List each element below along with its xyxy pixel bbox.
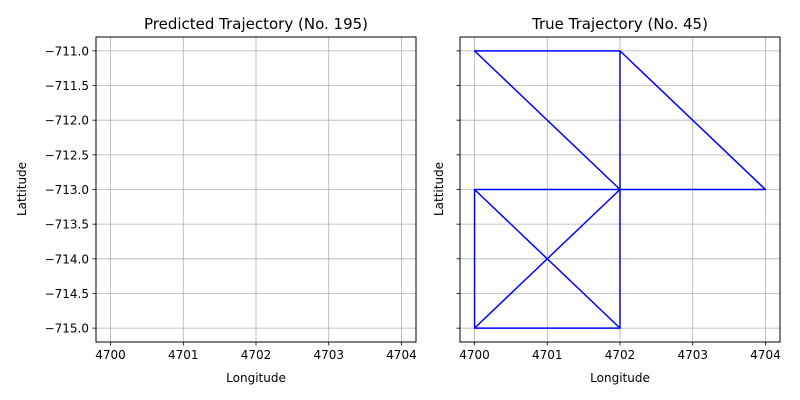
- x-tick-label: 4700: [95, 348, 126, 362]
- x-axis-label: Longitude: [226, 371, 286, 385]
- chart-title: True Trajectory (No. 45): [531, 15, 708, 33]
- y-tick-label: −712.5: [45, 148, 89, 162]
- tick-layer: 4700 4701 4702 4703 4704 −711.0 −711.5 −712.0 −7…: [45, 44, 417, 362]
- y-tick-label: −715.0: [45, 322, 89, 336]
- y-tick-label: −714.0: [45, 252, 89, 266]
- y-tick-label: −714.5: [45, 287, 89, 301]
- trajectory-line: [473, 50, 767, 329]
- x-tick-label: 4702: [605, 348, 636, 362]
- x-tick-label: 4701: [532, 348, 563, 362]
- chart-title: Predicted Trajectory (No. 195): [144, 15, 368, 33]
- x-tick-label: 4700: [459, 348, 490, 362]
- y-tick-label: −713.0: [45, 183, 89, 197]
- grid-lines: [96, 37, 416, 342]
- true-trajectory-panel: 4700 4701 4702 4703 4704 True Trajectory (No…: [432, 15, 781, 385]
- y-tick-label: −711.0: [45, 44, 89, 58]
- predicted-trajectory-panel: 4700 4701 4702 4703 4704 −711.0 −711.5 −712.0 −7…: [15, 15, 417, 385]
- x-axis-label: Longitude: [590, 371, 650, 385]
- y-axis-label: Lattitude: [15, 162, 29, 216]
- x-tick-label: 4704: [750, 348, 781, 362]
- y-axis-label: Lattitude: [432, 162, 446, 216]
- y-tick-label: −713.5: [45, 218, 89, 232]
- x-tick-label: 4702: [241, 348, 272, 362]
- x-tick-label: 4703: [313, 348, 344, 362]
- x-tick-label: 4703: [677, 348, 708, 362]
- series-layer: [473, 50, 767, 329]
- tick-layer: 4700 4701 4702 4703 4704: [456, 50, 781, 362]
- x-tick-label: 4704: [386, 348, 417, 362]
- y-tick-label: −711.5: [45, 79, 89, 93]
- x-tick-label: 4701: [168, 348, 199, 362]
- y-tick-label: −712.0: [45, 114, 89, 128]
